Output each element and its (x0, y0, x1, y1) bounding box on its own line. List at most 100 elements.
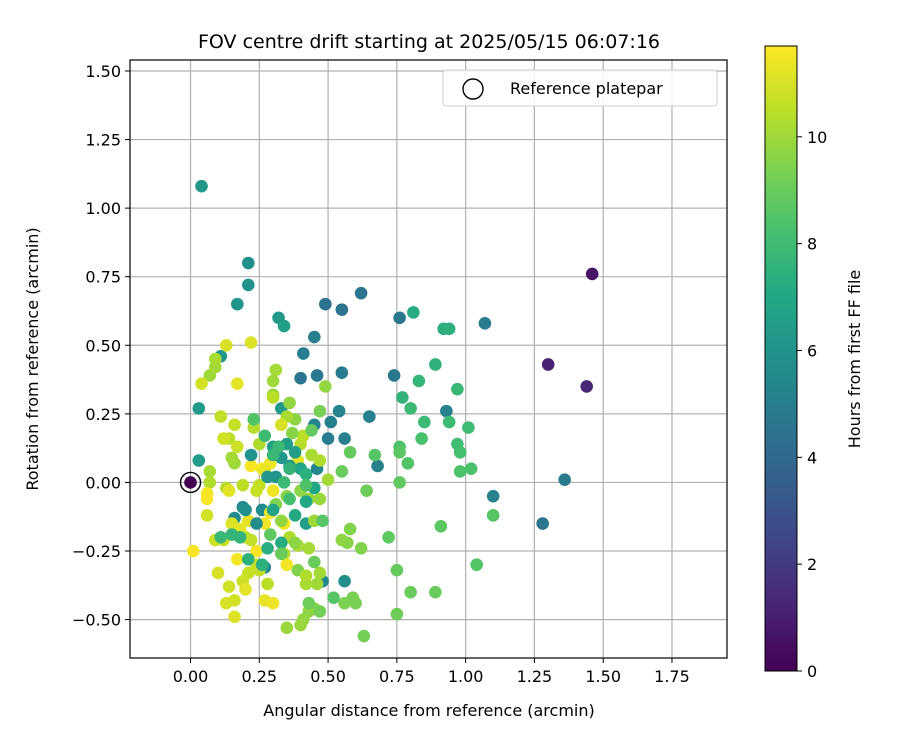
scatter-point (192, 402, 206, 415)
colorbar-tick-label: 4 (807, 448, 817, 467)
scatter-point (299, 495, 313, 508)
scatter-point (343, 522, 357, 536)
scatter-point (261, 577, 274, 591)
scatter-point (283, 396, 296, 410)
scatter-point (486, 489, 500, 503)
scatter-point (266, 391, 280, 404)
scatter-point (275, 547, 288, 561)
scatter-point (266, 374, 280, 388)
scatter-point (247, 413, 261, 426)
scatter-point (462, 421, 475, 434)
data-points (184, 179, 599, 643)
scatter-point (266, 448, 280, 462)
scatter-point (186, 544, 200, 558)
scatter-point (390, 607, 404, 621)
scatter-point (393, 476, 406, 489)
colorbar-ticks: 0 2 4 6 8 10 (797, 128, 827, 681)
colorbar (764, 45, 798, 672)
scatter-point (324, 415, 338, 429)
scatter-point (241, 552, 255, 566)
x-tick-label: 1.25 (517, 667, 553, 686)
scatter-point (354, 541, 368, 555)
x-tick-label: 1.75 (654, 667, 690, 686)
scatter-point (415, 432, 428, 445)
x-tick-label: 0.50 (310, 667, 346, 686)
colorbar-tick-label: 6 (807, 341, 817, 360)
scatter-point (335, 366, 349, 380)
scatter-point (470, 558, 483, 572)
colorbar-tick-label: 10 (807, 128, 827, 147)
scatter-point (208, 352, 222, 366)
scatter-point (280, 621, 294, 635)
scatter-point (241, 278, 255, 292)
scatter-point (335, 303, 349, 316)
scatter-point (580, 380, 593, 393)
scatter-point (313, 492, 327, 506)
scatter-point (310, 577, 324, 591)
scatter-point (451, 382, 464, 396)
scatter-point (250, 484, 263, 497)
scatter-point (288, 536, 302, 550)
scatter-point (195, 179, 208, 193)
scatter-point (236, 478, 250, 492)
scatter-point (453, 465, 467, 478)
scatter-point (412, 374, 426, 388)
scatter-point (305, 424, 318, 437)
scatter-point (297, 347, 310, 360)
scatter-point (357, 629, 371, 643)
scatter-point (440, 404, 453, 418)
colorbar-tick-label: 8 (807, 235, 817, 254)
legend-label: Reference platepar (510, 79, 663, 98)
scatter-point (222, 580, 236, 593)
scatter-point (283, 492, 296, 506)
scatter-point (286, 426, 299, 440)
scatter-point (319, 297, 332, 311)
scatter-point (302, 596, 316, 610)
y-tick-label: 0.00 (85, 473, 121, 492)
scatter-point (200, 492, 214, 506)
scatter-point (387, 369, 401, 382)
scatter-point (299, 478, 313, 492)
colorbar-label: Hours from first FF file (845, 270, 864, 449)
scatter-point (321, 432, 335, 445)
scatter-point (393, 445, 406, 459)
scatter-point (239, 583, 252, 596)
scatter-point (283, 462, 296, 476)
scatter-point (195, 377, 208, 390)
reference-platepar-marker (179, 471, 202, 494)
scatter-point (390, 563, 404, 577)
scatter-point (308, 555, 321, 569)
scatter-point (429, 585, 442, 599)
scatter-point (275, 514, 288, 528)
scatter-point (200, 509, 214, 522)
scatter-point (371, 459, 384, 473)
scatter-point (184, 476, 197, 489)
scatter-point (313, 454, 327, 467)
scatter-point (217, 432, 230, 445)
scatter-point (396, 391, 409, 404)
scatter-point (275, 536, 288, 550)
scatter-point (299, 569, 313, 583)
scatter-point (360, 484, 373, 497)
scatter-point (258, 429, 272, 443)
scatter-point (558, 473, 571, 486)
x-axis-label: Angular distance from reference (arcmin) (263, 701, 594, 720)
scatter-point (338, 596, 351, 610)
scatter-point (327, 591, 340, 604)
scatter-point (230, 552, 244, 566)
scatter-point (228, 594, 241, 607)
scatter-point (266, 484, 280, 497)
reference-marker (179, 471, 202, 494)
scatter-point (313, 605, 327, 618)
scatter-point (363, 410, 376, 423)
scatter-point (368, 448, 382, 462)
scatter-point (294, 618, 307, 632)
scatter-point (264, 528, 277, 541)
scatter-point (442, 415, 456, 429)
x-tick-label: 0.75 (379, 667, 415, 686)
scatter-point (332, 404, 346, 418)
scatter-point (335, 465, 349, 478)
y-tick-label: 1.25 (85, 131, 121, 150)
scatter-point (266, 503, 280, 517)
y-tick-label: 1.50 (85, 62, 121, 81)
